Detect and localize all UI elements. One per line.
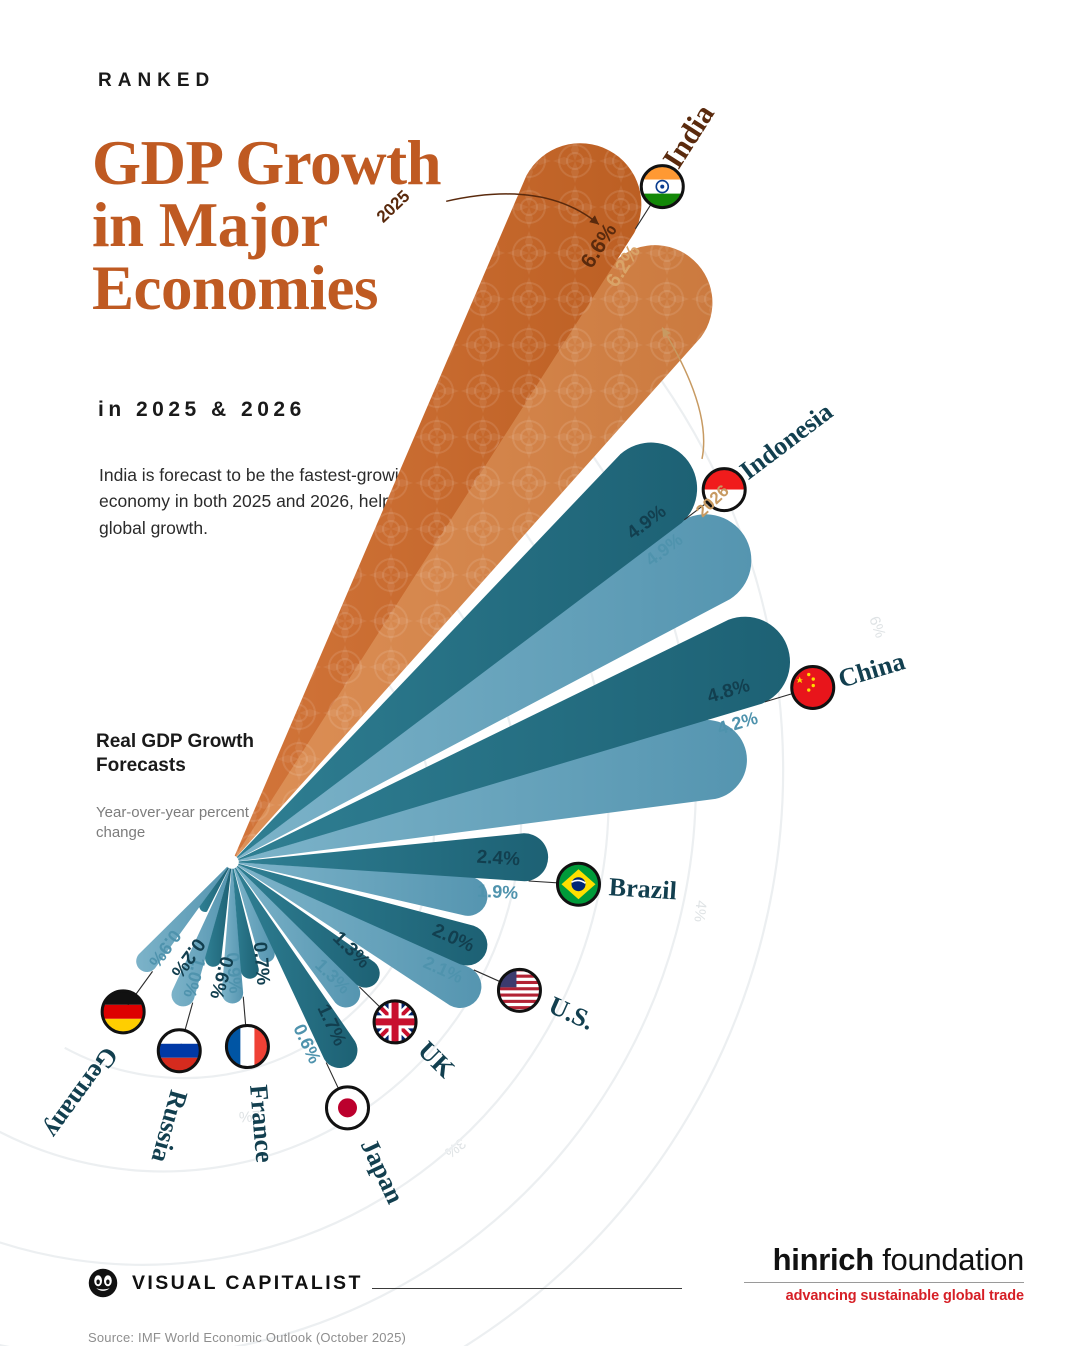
- title-line-2: in Major: [92, 190, 328, 261]
- country-label-russia: Russia: [146, 1087, 194, 1166]
- petal-2025-china[interactable]: [238, 616, 791, 861]
- petal-2026-us[interactable]: [237, 864, 482, 1008]
- visual-capitalist-logo[interactable]: VISUAL CAPITALIST: [88, 1268, 363, 1298]
- kicker-label: RANKED: [98, 70, 216, 91]
- petal-2026-china[interactable]: [238, 720, 747, 862]
- year-2025-arrow: [446, 193, 600, 226]
- hinrich-name: hinrich: [772, 1242, 875, 1277]
- petal-2026-france[interactable]: [221, 868, 244, 1004]
- uk-flag-icon[interactable]: [372, 999, 418, 1045]
- legend-title: Real GDP Growth Forecasts: [96, 731, 255, 776]
- value-2026-france: 0.9%: [222, 952, 245, 995]
- petal-2026-russia[interactable]: [171, 868, 231, 1007]
- hinrich-foundation-logo[interactable]: hinrich foundation advancing sustainable…: [744, 1244, 1024, 1304]
- country-label-france: France: [244, 1084, 279, 1164]
- value-2025-brazil: 2.4%: [476, 847, 521, 871]
- title-line-3: Economies: [92, 252, 378, 323]
- country-label-us: U.S.: [544, 991, 598, 1036]
- gridline-arc: [463, 261, 785, 1346]
- petal-2025-france[interactable]: [232, 868, 259, 979]
- source-note: Source: IMF World Economic Outlook (Octo…: [88, 1330, 407, 1345]
- footer-divider: [372, 1288, 682, 1289]
- petal-2026-brazil[interactable]: [238, 862, 488, 916]
- petal-2025-japan[interactable]: [234, 867, 358, 1069]
- petal-2025-russia[interactable]: [205, 868, 232, 967]
- country-label-india: India: [656, 99, 721, 174]
- india-petal-texture: [234, 143, 642, 857]
- visual-capitalist-wordmark: VISUAL CAPITALIST: [132, 1271, 363, 1294]
- germany-flag-icon[interactable]: [100, 989, 146, 1035]
- petal-2025-brazil[interactable]: [238, 833, 549, 882]
- visual-capitalist-mark-icon: [88, 1268, 118, 1298]
- india-petal-texture: [235, 245, 713, 857]
- gridline-label: 4%: [690, 900, 709, 923]
- petal-2025-us[interactable]: [238, 863, 488, 966]
- petal-2026-indonesia[interactable]: [237, 514, 752, 859]
- gridline-label: 6%: [865, 614, 888, 640]
- intro-paragraph: India is forecast to be the fastest-grow…: [99, 465, 478, 538]
- value-2026-brazil: 1.9%: [477, 880, 519, 903]
- page-title: GDP Growth in Major Economies: [92, 128, 612, 323]
- petal-2025-uk[interactable]: [236, 865, 380, 988]
- country-label-china: China: [835, 646, 908, 693]
- country-label-uk: UK: [412, 1036, 461, 1085]
- hinrich-divider: [744, 1282, 1024, 1283]
- country-label-brazil: Brazil: [608, 872, 678, 905]
- title-line-1: GDP Growth: [92, 128, 442, 198]
- petal-2025-indonesia[interactable]: [236, 442, 698, 858]
- country-label-japan: Japan: [355, 1134, 410, 1208]
- page-subtitle: in 2025 & 2026: [98, 398, 306, 421]
- china-flag-icon[interactable]: [790, 665, 836, 711]
- japan-flag-icon[interactable]: [324, 1085, 370, 1131]
- year-2026-arrow: [661, 327, 705, 460]
- indonesia-flag-icon[interactable]: [701, 467, 747, 513]
- year-2025-label: 2025: [373, 187, 414, 227]
- gridline-label: 2%: [238, 1107, 261, 1125]
- petal-2026-japan[interactable]: [233, 868, 275, 963]
- legend-subtitle: Year-over-year percent change: [96, 804, 249, 841]
- india-flag-icon[interactable]: [639, 164, 685, 210]
- petal-layer: [136, 143, 791, 1069]
- hinrich-tagline: advancing sustainable global trade: [785, 1288, 1024, 1304]
- petal-2026-germany[interactable]: [136, 866, 229, 973]
- brazil-flag-icon[interactable]: [555, 861, 601, 907]
- petal-2026-uk[interactable]: [236, 866, 361, 1008]
- country-label-indonesia: Indonesia: [734, 397, 838, 486]
- france-flag-icon[interactable]: [224, 1024, 270, 1070]
- value-2025-france: 0.7%: [249, 941, 274, 986]
- gridline-label: 3%: [441, 1134, 469, 1161]
- hinrich-wordmark: hinrich foundation: [744, 1242, 1025, 1277]
- petal-2025-germany[interactable]: [199, 867, 229, 912]
- russia-flag-icon[interactable]: [156, 1028, 202, 1074]
- hinrich-foundation-word: foundation: [873, 1242, 1024, 1277]
- usa-flag-icon[interactable]: [496, 967, 542, 1013]
